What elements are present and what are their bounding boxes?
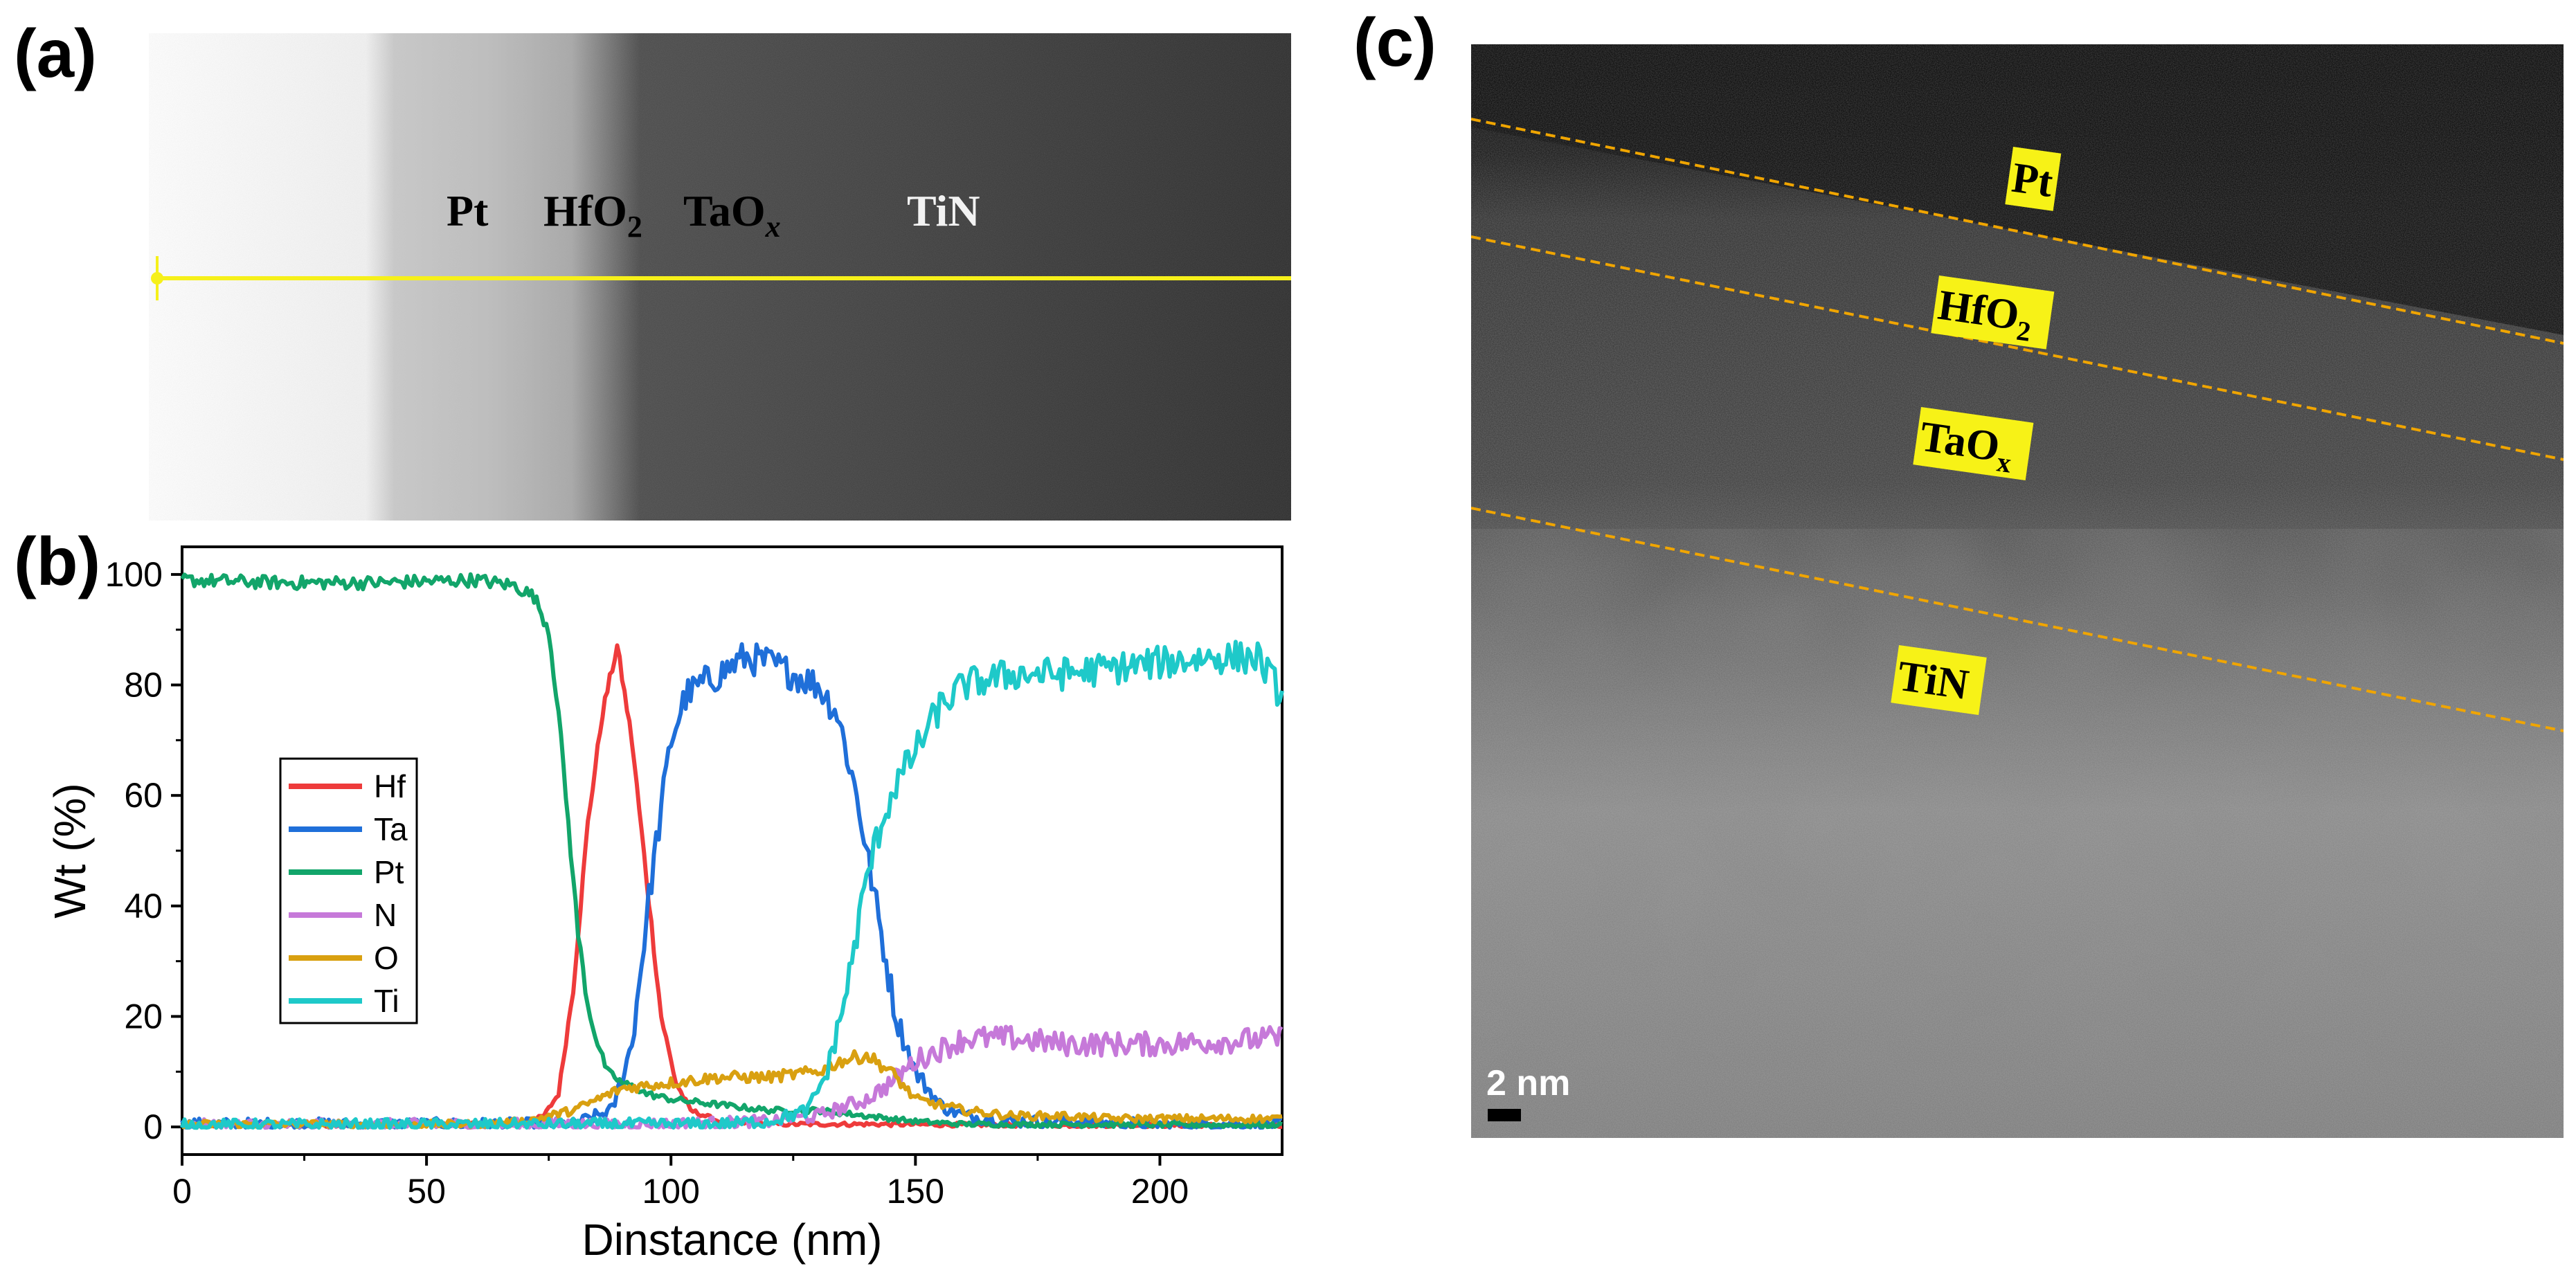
y-tick-label: 60	[124, 776, 163, 815]
scale-bar	[1488, 1109, 1521, 1121]
layer-label-taox: TaOx	[683, 186, 781, 244]
series-line-o	[181, 1049, 1283, 1130]
line-scan-start-marker	[151, 272, 163, 284]
interface-hfo2-taox	[1471, 235, 2564, 461]
y-axis-label: Wt (%)	[45, 783, 95, 919]
svg-text:TiN: TiN	[1895, 653, 1972, 709]
interface-pt-hfo2	[1471, 118, 2564, 345]
tag-pt: Pt	[2005, 147, 2062, 211]
tag-hfo2: HfO2	[1931, 275, 2055, 350]
legend-label-o: O	[374, 940, 399, 976]
legend-label-n: N	[374, 897, 397, 933]
x-tick-label: 200	[1131, 1172, 1189, 1211]
legend-label-ti: Ti	[374, 983, 399, 1019]
y-tick-label: 80	[124, 666, 163, 705]
x-tick-label: 100	[642, 1172, 700, 1211]
stem-image-panel-a: Pt HfO2 TaOx TiN	[149, 33, 1291, 521]
scale-bar-label: 2 nm	[1486, 1063, 1570, 1103]
x-axis-label: Dinstance (nm)	[582, 1215, 883, 1265]
layer-label-pt: Pt	[447, 186, 489, 235]
x-tick-label: 150	[887, 1172, 944, 1211]
tag-tin: TiN	[1891, 645, 1987, 715]
legend-label-hf: Hf	[374, 768, 406, 804]
layer-label-tin: TiN	[907, 186, 980, 235]
y-tick-label: 40	[124, 887, 163, 925]
y-tick-label: 0	[143, 1107, 163, 1146]
layer-label-hfo2: HfO2	[543, 186, 642, 244]
hrtem-image-panel-c: Pt HfO2 TaOx TiN 2 nm	[1471, 44, 2564, 1138]
series-line-pt	[180, 572, 1283, 1130]
interface-taox-tin	[1471, 507, 2564, 732]
panel-label-a: (a)	[14, 15, 97, 91]
x-tick-label: 50	[407, 1172, 446, 1211]
svg-text:HfO2: HfO2	[1934, 282, 2035, 347]
tag-taox: TaOx	[1913, 407, 2034, 481]
series-line-ti	[180, 640, 1284, 1130]
panel-label-b: (b)	[14, 523, 101, 599]
panel-label-c: (c)	[1353, 4, 1436, 80]
legend-label-pt: Pt	[374, 854, 404, 890]
legend-label-ta: Ta	[374, 811, 408, 847]
svg-text:Pt: Pt	[2009, 154, 2056, 207]
eds-line-chart: 0 50 100 150 200 0 20 40 60 80 100 Dinstance (nm) Wt…	[45, 545, 1284, 1265]
y-tick-label: 20	[124, 997, 163, 1036]
legend-box	[279, 757, 418, 1024]
y-tick-label: 100	[105, 555, 163, 594]
x-tick-label: 0	[172, 1172, 192, 1211]
